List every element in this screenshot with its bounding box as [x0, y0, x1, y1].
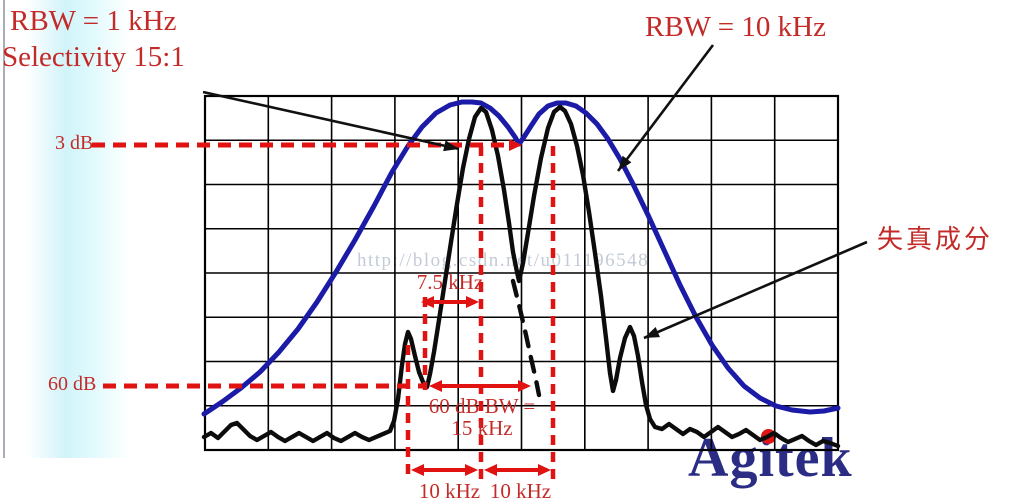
label-60db: 60 dB	[48, 373, 97, 395]
label-rbw-1khz: RBW = 1 kHz	[10, 5, 177, 37]
label-10khz-left: 10 kHz	[418, 479, 481, 503]
label-3db: 3 dB	[55, 132, 94, 154]
label-7p5khz: 7.5 kHz	[416, 270, 484, 294]
label-15khz: 15 kHz	[451, 416, 513, 440]
label-rbw-10khz: RBW = 10 kHz	[645, 11, 826, 43]
left-edge-line	[3, 0, 5, 458]
label-10khz-right: 10 kHz	[489, 479, 552, 503]
watermark-url: http://blog.csdn.net/u011196548	[357, 250, 650, 271]
label-distortion: 失真成分	[877, 225, 994, 254]
label-60db-bw: 60 dB BW =	[428, 394, 536, 418]
label-selectivity: Selectivity 15:1	[2, 41, 185, 73]
cyan-highlight-band	[26, 0, 130, 458]
